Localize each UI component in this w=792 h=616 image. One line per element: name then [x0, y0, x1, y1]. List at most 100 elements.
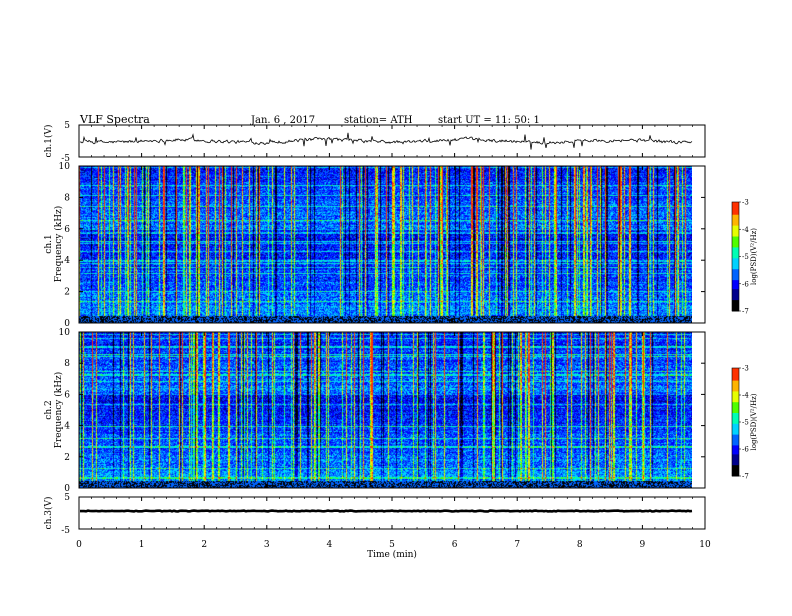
colorbar-swatch — [732, 402, 739, 405]
colorbar-swatch — [732, 443, 739, 446]
colorbar-swatch — [732, 378, 739, 382]
colorbar-swatch — [732, 413, 739, 416]
colorbar-swatch — [732, 256, 739, 259]
colorbar-swatch — [732, 298, 739, 301]
colorbar-swatch — [732, 389, 739, 392]
colorbar-swatch — [732, 461, 739, 464]
colorbar-swatch — [732, 218, 739, 221]
colorbar-tick-label: -5 — [742, 253, 749, 261]
colorbar-swatch — [732, 387, 739, 391]
colorbar-swatch — [732, 441, 739, 445]
colorbar-swatch — [732, 276, 739, 279]
colorbar-swatch — [732, 470, 739, 473]
colorbar-swatch — [732, 232, 739, 236]
colorbar-swatch — [732, 434, 739, 437]
colorbar-swatch — [732, 300, 739, 303]
colorbar-swatch — [732, 303, 739, 307]
time-tick-label: 8 — [577, 540, 583, 550]
colorbar-swatch — [732, 454, 739, 457]
ch1-spectrogram-panel: 0 2 4 6 8 10 Frequency (kHz) ch.1 — [44, 162, 706, 329]
frequency-tick-label: 2 — [64, 288, 70, 298]
colorbar-swatch — [732, 305, 739, 308]
colorbar-swatch — [732, 375, 739, 378]
frequency-tick-label: 6 — [64, 390, 70, 400]
colorbar-tick-label: -6 — [742, 280, 749, 288]
colorbar-swatch — [732, 416, 739, 419]
colorbar-swatch — [732, 267, 739, 270]
colorbar-swatch — [732, 391, 739, 394]
colorbar-swatch — [732, 254, 739, 257]
time-tick-label: 5 — [389, 540, 395, 550]
colorbar-swatch — [732, 395, 739, 398]
colorbar-swatch — [732, 278, 739, 281]
colorbar-swatch — [732, 450, 739, 454]
ch1-spectrogram-raster — [79, 166, 692, 323]
colorbar-swatch — [732, 211, 739, 214]
colorbar-swatch — [732, 202, 739, 205]
ch1-spectrogram-image — [79, 166, 692, 323]
colorbar-swatch — [732, 409, 739, 412]
colorbar-swatch — [732, 369, 739, 373]
ch1-colorbar: -3 -4 -5 -6 -7 log(PSD)(V²/Hz) — [731, 199, 758, 316]
date-text: Jan. 6 , 2017 — [250, 115, 315, 126]
colorbar-swatch — [732, 283, 739, 287]
ch2-spectrogram-panel: 0 2 4 6 8 10 Frequency (kHz) ch.2 — [44, 328, 706, 494]
time-tick-label: 2 — [201, 540, 207, 550]
ch3-waveform-panel: 5 -5 ch.3(V) — [43, 493, 706, 536]
colorbar-swatch — [732, 280, 739, 283]
ch1-spectrogram-ylabel: Frequency (kHz) — [53, 206, 64, 283]
colorbar-swatch — [732, 301, 739, 305]
colorbar-swatch — [732, 207, 739, 210]
ch2-spectrogram-ylabel: Frequency (kHz) — [53, 372, 64, 449]
colorbar-swatch — [732, 236, 739, 239]
frequency-tick-label: 0 — [64, 484, 70, 494]
colorbar-swatch — [732, 418, 739, 421]
frequency-tick-label: 6 — [64, 225, 70, 235]
colorbar-swatch — [732, 220, 739, 223]
colorbar-swatch — [732, 463, 739, 466]
colorbar-swatch — [732, 474, 739, 477]
station-text: station= ATH — [344, 115, 413, 126]
colorbar-swatch — [732, 438, 739, 441]
time-axis-ticks: 0 1 2 3 4 5 6 7 8 9 10 — [76, 125, 711, 550]
ch1-ytick-bottom: -5 — [61, 154, 70, 164]
colorbar-swatch — [732, 380, 739, 383]
ch1-spectrogram-channel-label: ch.1 — [44, 234, 54, 253]
ch1-waveform-ylabel: ch.1(V) — [43, 125, 54, 158]
frequency-tick-label: 0 — [64, 319, 70, 329]
frequency-tick-label: 8 — [64, 359, 70, 369]
colorbar-swatch — [732, 269, 739, 272]
ch3-waveform-trace — [80, 509, 693, 513]
colorbar-swatch — [732, 251, 739, 254]
colorbar-swatch — [732, 445, 739, 448]
time-tick-label: 10 — [699, 540, 711, 550]
colorbar-swatch — [732, 459, 739, 463]
ch3-waveform-frame — [78, 496, 706, 530]
colorbar-swatch — [732, 368, 739, 371]
colorbar-swatch — [732, 405, 739, 409]
colorbar-swatch — [732, 404, 739, 407]
colorbar-tick-label: -7 — [742, 308, 749, 316]
time-tick-label: 6 — [452, 540, 458, 550]
colorbar-swatch — [732, 425, 739, 428]
colorbar-swatch — [732, 377, 739, 380]
colorbar-swatch — [732, 249, 739, 252]
ch3-ytick-bottom: -5 — [61, 526, 70, 536]
colorbar-swatch — [732, 371, 739, 374]
colorbar-swatch — [732, 422, 739, 425]
ch1-waveform-panel: 5 -5 ch.1(V) — [43, 121, 706, 164]
ch2-spectrogram-channel-label: ch.2 — [44, 400, 54, 419]
ch2-spectrogram-yticks: 0 2 4 6 8 10 — [59, 328, 705, 494]
time-tick-label: 0 — [76, 540, 82, 550]
colorbar-tick-label: -4 — [742, 226, 749, 234]
colorbar-swatch — [732, 386, 739, 389]
colorbar-swatch — [732, 272, 739, 276]
ch1-ytick-top: 5 — [64, 121, 70, 131]
colorbar-swatch — [732, 274, 739, 277]
colorbar-swatch — [732, 240, 739, 243]
colorbar-swatch — [732, 393, 739, 396]
colorbar-swatch — [732, 465, 739, 468]
colorbar-swatch — [732, 247, 739, 250]
